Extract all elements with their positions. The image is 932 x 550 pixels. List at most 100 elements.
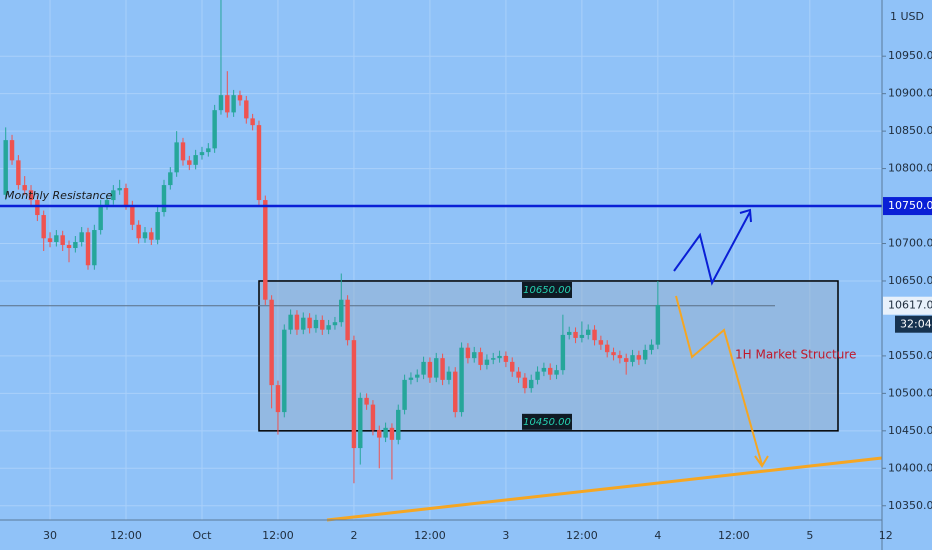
trend-line <box>326 456 883 522</box>
price-axis <box>882 0 932 550</box>
candle-body <box>421 361 426 375</box>
x-tick-label: 4 <box>654 529 661 542</box>
candle-body <box>320 319 325 330</box>
candle-body <box>28 190 34 201</box>
candle-body <box>73 242 78 249</box>
x-tick-label: 12:00 <box>414 529 446 542</box>
candle-body <box>560 334 566 371</box>
countdown: 32:04 <box>900 318 932 331</box>
x-tick-label: 3 <box>502 529 509 542</box>
candle-body <box>98 205 103 231</box>
y-tick-label: 10900.0 <box>888 87 932 100</box>
candle-body <box>92 230 97 266</box>
candle-body <box>326 325 331 330</box>
candle-body <box>585 329 591 335</box>
candle-body <box>307 317 312 329</box>
candle-body <box>484 359 490 365</box>
candle-body <box>206 148 211 153</box>
candle-body <box>408 377 414 380</box>
bearish-path <box>675 295 763 466</box>
y-tick-label: 10400.0 <box>888 461 932 474</box>
resistance-name: Monthly Resistance <box>5 189 113 202</box>
candle-body <box>598 340 604 345</box>
candle-body <box>174 142 179 173</box>
candle-body <box>503 355 509 362</box>
box-label: 10650.00 <box>523 285 571 296</box>
candle-body <box>522 377 528 389</box>
candle-body <box>554 370 559 375</box>
candle-body <box>472 352 477 359</box>
candle-body <box>345 299 350 341</box>
candle-body <box>491 358 496 360</box>
y-tick-label: 10650.0 <box>888 274 932 287</box>
candle-body <box>478 352 483 365</box>
candle-body <box>275 385 281 413</box>
candle-body <box>649 344 654 350</box>
candle-body <box>301 317 306 330</box>
x-tick-label: 12:00 <box>566 529 598 542</box>
candle-body <box>218 95 224 111</box>
candle-body <box>256 125 262 201</box>
candle-body <box>623 358 629 362</box>
x-tick-label: 12:00 <box>262 529 294 542</box>
y-tick-label: 10500.0 <box>888 386 932 399</box>
candle-body <box>117 188 122 191</box>
candle-body <box>465 347 471 359</box>
x-tick-label: 12:00 <box>718 529 750 542</box>
candle-body <box>611 352 616 356</box>
candle-body <box>3 140 8 195</box>
candle-body <box>630 355 635 362</box>
candle-body <box>282 329 287 413</box>
candle-body <box>180 142 186 161</box>
candle-body <box>212 110 217 149</box>
candle-body <box>415 374 420 378</box>
y-tick-label: 10700.0 <box>888 237 932 250</box>
candle-body <box>497 355 502 359</box>
candle-body <box>516 371 521 378</box>
candle-body <box>377 430 382 438</box>
candle-body <box>193 155 198 165</box>
candle-body <box>459 347 464 413</box>
candle-body <box>529 379 534 389</box>
y-tick-label: 10800.0 <box>888 162 932 175</box>
y-tick-label: 10950.0 <box>888 49 932 62</box>
x-tick-label: 5 <box>806 529 813 542</box>
candle-body <box>567 331 572 335</box>
candle-body <box>389 427 395 440</box>
x-tick-label: 12:00 <box>110 529 142 542</box>
resistance-tag-label: 10750.0 <box>888 199 932 212</box>
candle-body <box>383 427 388 438</box>
x-tick-label: Oct <box>192 529 212 542</box>
candle-body <box>655 304 661 345</box>
candle-body <box>9 140 15 161</box>
candle-body <box>332 322 338 326</box>
candle-body <box>440 358 445 380</box>
y-tick-label: 10350.0 <box>888 499 932 512</box>
candle-body <box>85 232 91 266</box>
candle-body <box>604 344 610 353</box>
candle-body <box>149 232 154 240</box>
candle-body <box>130 205 135 225</box>
drawings: 1H Market Structure <box>326 208 883 522</box>
candle-body <box>364 397 369 405</box>
candle-body <box>370 404 376 431</box>
candle-body <box>41 215 46 239</box>
candle-body <box>60 235 65 246</box>
candle-body <box>244 100 249 119</box>
candle-body <box>54 235 59 243</box>
candle-body <box>548 367 553 375</box>
candle-body <box>642 349 648 360</box>
candle-body <box>16 160 21 186</box>
candle-body <box>123 188 129 206</box>
box-label-bg <box>522 281 572 298</box>
candle-body <box>510 361 515 372</box>
candle-body <box>22 185 27 191</box>
candle-body <box>339 299 344 323</box>
candle-body <box>142 232 148 239</box>
candle-body <box>225 95 230 113</box>
y-tick-label: 10550.0 <box>888 349 932 362</box>
candle-body <box>250 118 255 126</box>
x-tick-label: 2 <box>350 529 357 542</box>
